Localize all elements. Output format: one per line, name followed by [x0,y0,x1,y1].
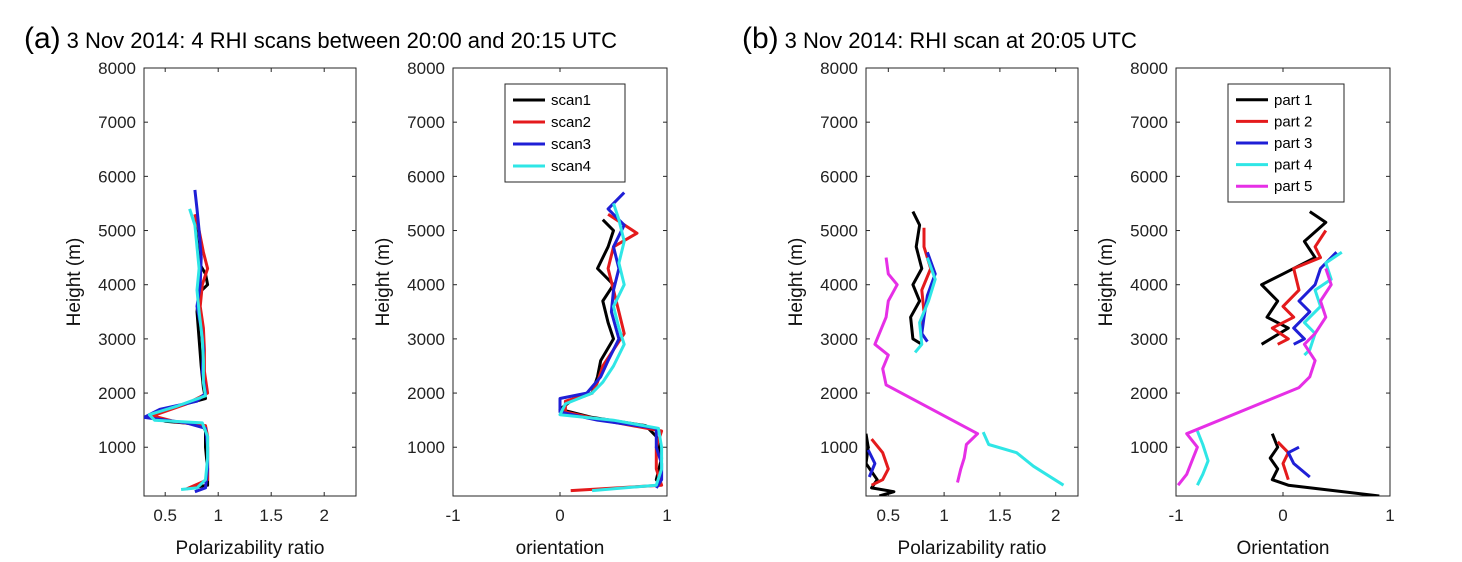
y-tick-label: 3000 [98,330,136,349]
x-tick-label: 1.5 [988,506,1012,525]
legend-entry: part 3 [1274,135,1312,152]
y-tick-label: 3000 [820,330,858,349]
y-tick-label: 7000 [1130,113,1168,132]
series-line-4 [147,208,210,491]
x-tick-label: 0.5 [153,506,177,525]
y-tick-label: 8000 [407,59,445,78]
y-tick-label: 1000 [820,438,858,457]
y-axis-label: Height (m) [373,238,394,327]
y-axis-label: Height (m) [1096,238,1117,327]
series-line-4 [981,431,1065,487]
x-tick-label: 2 [1051,506,1060,525]
series-line-3 [558,191,664,489]
y-axis-label: Height (m) [64,238,85,327]
plot-frame [865,67,1079,497]
y-tick-label: 1000 [407,438,445,457]
y-tick-label: 8000 [1130,59,1168,78]
legend-entry: part 2 [1274,113,1312,130]
series-line-3 [1286,445,1311,479]
x-tick-label: 1 [662,506,671,525]
series-line-4 [1302,250,1343,357]
series-line-3 [1292,251,1338,346]
y-tick-label: 7000 [98,113,136,132]
y-tick-label: 4000 [1130,276,1168,295]
legend-entry: scan3 [551,136,591,153]
series-line-2 [870,438,890,487]
series-line-5 [873,257,980,483]
chart-panel-1: 1000 2000 3000 4000 5000 6000 7000 8000 0.5 1 1.5 2… [64,59,357,559]
y-tick-label: 7000 [820,113,858,132]
y-tick-label: 5000 [98,222,136,241]
y-tick-label: 2000 [98,384,136,403]
x-tick-label: 0 [555,506,564,525]
series-line-5 [1176,268,1333,487]
y-tick-label: 3000 [407,330,445,349]
legend: scan1 scan2 scan3 scan4 [504,83,626,183]
series-line-2 [1270,229,1328,346]
series-line-3 [866,449,877,478]
y-tick-label: 3000 [1130,330,1168,349]
legend-entry: scan2 [551,114,591,131]
panel-b-tag: (b) [742,22,779,55]
series-line-1 [1268,433,1380,496]
y-tick-label: 6000 [407,167,445,186]
x-axis-label: orientation [516,538,605,559]
series-line-4 [1196,430,1210,486]
panel-b-heading: (b) 3 Nov 2014: RHI scan at 20:05 UTC [742,22,1137,56]
panel-b-title: 3 Nov 2014: RHI scan at 20:05 UTC [784,28,1137,53]
series-line-4 [913,257,937,354]
y-tick-label: 4000 [98,276,136,295]
legend-entry: part 1 [1274,92,1312,109]
legend-entry: scan1 [551,92,591,109]
y-tick-label: 2000 [1130,384,1168,403]
y-axis-label: Height (m) [786,238,807,327]
x-tick-label: 0 [1278,506,1287,525]
y-tick-label: 2000 [820,384,858,403]
y-tick-label: 5000 [1130,222,1168,241]
legend-entry: part 4 [1274,157,1312,174]
y-tick-label: 2000 [407,384,445,403]
y-tick-label: 7000 [407,113,445,132]
series-line-1 [866,433,896,496]
series-line-4 [558,202,664,493]
legend-entry: scan4 [551,158,591,175]
panel-a-title: 3 Nov 2014: 4 RHI scans between 20:00 an… [66,28,618,53]
legend-entry: part 5 [1274,178,1312,195]
y-tick-label: 5000 [820,222,858,241]
y-tick-label: 1000 [98,438,136,457]
y-tick-label: 4000 [820,276,858,295]
x-tick-label: 1.5 [259,506,283,525]
y-tick-label: 6000 [820,167,858,186]
x-axis-label: Polarizability ratio [176,538,325,559]
x-tick-label: 0.5 [876,506,900,525]
y-tick-label: 8000 [820,59,858,78]
y-tick-label: 8000 [98,59,136,78]
y-tick-label: 5000 [407,222,445,241]
plot-frame [143,67,357,497]
y-tick-label: 6000 [98,167,136,186]
legend: part 1 part 2 part 3 part 4 part 5 [1227,83,1345,203]
chart-panel-3: 1000 2000 3000 4000 5000 6000 7000 8000 0.5 1 1.5 2… [786,59,1079,559]
x-axis-label: Polarizability ratio [898,538,1047,559]
panel-a-heading: (a) 3 Nov 2014: 4 RHI scans between 20:00… [24,22,617,56]
chart-panel-4: 1000 2000 3000 4000 5000 6000 7000 8000 -1 0 1 Orie… [1096,59,1395,559]
x-tick-label: 2 [319,506,328,525]
x-tick-label: -1 [445,506,460,525]
chart-panel-2: 1000 2000 3000 4000 5000 6000 7000 8000 -1 0 1 orie… [373,59,672,559]
series-line-2 [1276,440,1290,481]
series-line-1 [1260,210,1328,346]
panel-a-tag: (a) [24,22,61,55]
y-tick-label: 6000 [1130,167,1168,186]
x-axis-label: Orientation [1237,538,1330,559]
x-tick-label: -1 [1168,506,1183,525]
x-tick-label: 1 [939,506,948,525]
y-tick-label: 4000 [407,276,445,295]
x-tick-label: 1 [213,506,222,525]
x-tick-label: 1 [1385,506,1394,525]
y-tick-label: 1000 [1130,438,1168,457]
series-line-1 [909,210,924,346]
